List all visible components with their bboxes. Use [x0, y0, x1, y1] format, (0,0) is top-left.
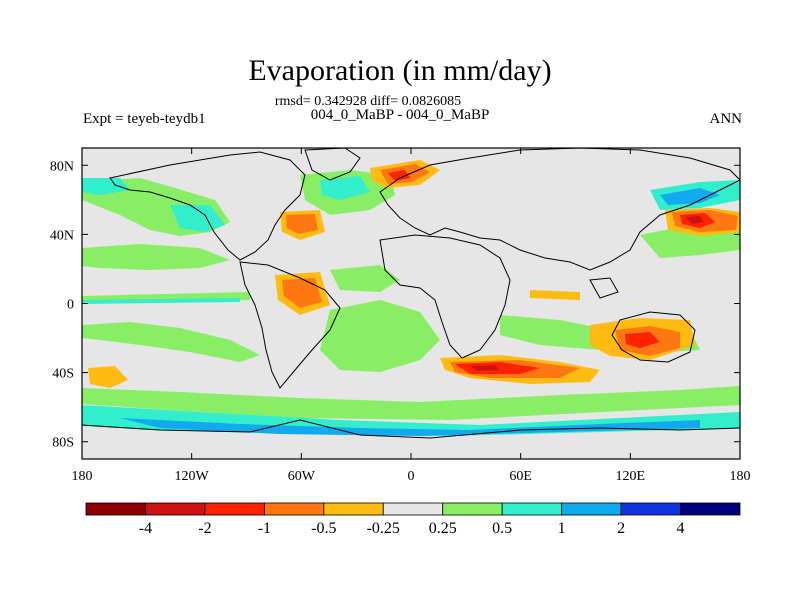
- north-america-outline: [109, 151, 306, 261]
- northeast-atlantic-cyan: [320, 176, 370, 200]
- colorbar-label: -2: [198, 520, 211, 537]
- x-tick-label: 60E: [509, 469, 532, 484]
- equatorial-yellow: [530, 290, 580, 300]
- colorbar-label: -0.25: [367, 520, 400, 537]
- y-tick-label: 40S: [52, 367, 74, 382]
- colorbar-label: 0.25: [429, 520, 457, 537]
- tropical-pacific-cyan: [82, 298, 240, 304]
- colorbar-swatch: [323, 502, 384, 516]
- dark-red-anomalies: [470, 216, 704, 371]
- indian-ocean-red: [625, 332, 660, 348]
- x-tick-label: 120W: [175, 469, 210, 484]
- nordic-red: [388, 170, 410, 181]
- arctic-pacific-cyan: [82, 178, 130, 195]
- colorbar-swatch: [263, 502, 325, 516]
- colorbar-label: 4: [677, 520, 685, 537]
- x-tick-label: 60W: [288, 469, 316, 484]
- north-pacific-blue: [660, 188, 720, 205]
- x-tick-label: 180: [72, 469, 93, 484]
- maritime-continent-outline: [589, 277, 619, 299]
- x-tick-label: 180: [730, 469, 751, 484]
- colorbar-label: -4: [139, 520, 152, 537]
- gulf-stream-orange: [286, 214, 318, 234]
- south-pacific-green: [82, 322, 260, 362]
- colorbar-swatch: [145, 502, 206, 516]
- colorbar-swatch: [85, 502, 146, 516]
- colorbar-swatch: [680, 502, 741, 516]
- kuroshio-dark-red: [686, 216, 704, 224]
- southern-ocean-blue: [120, 418, 700, 436]
- chart-title: Evaporation (in mm/day): [248, 54, 552, 87]
- southern-band-green: [82, 386, 740, 420]
- chart-subtitle: rmsd= 0.342928 diff= 0.0826085: [274, 94, 462, 109]
- experiment-label: Expt = teyeb-teydb1: [83, 111, 206, 127]
- x-tick-label: 120E: [616, 469, 646, 484]
- colorbar-label: 0.5: [492, 520, 512, 537]
- colorbar-swatch: [501, 502, 563, 516]
- colorbar: -4 -2 -1 -0.5 -0.25 0.25 0.5 1 2 4: [85, 502, 741, 537]
- colorbar-swatch: [620, 502, 681, 516]
- axis-ticks: 180 120W 60W 0 60E 120E 180 80N 40N 0 40S 80S: [50, 148, 751, 484]
- colorbar-label: 1: [558, 520, 566, 537]
- south-america-outline: [239, 261, 341, 389]
- colorbar-label: -1: [258, 520, 271, 537]
- tropical-atlantic-green: [330, 265, 400, 292]
- y-tick-label: 40N: [50, 228, 74, 243]
- south-pacific-yellow: [88, 366, 128, 388]
- colorbar-label: -0.5: [311, 520, 336, 537]
- colorbar-label: 2: [617, 520, 625, 537]
- blue-anomalies: [120, 188, 720, 436]
- antarctica-outline: [82, 419, 740, 439]
- colorbar-swatch: [561, 502, 622, 516]
- y-tick-label: 80N: [50, 159, 74, 174]
- continent-outlines: [82, 148, 740, 439]
- south-atlantic-green: [320, 300, 440, 372]
- north-pacific-cyan: [170, 205, 225, 232]
- australia-outline: [611, 311, 696, 363]
- colorbar-swatch: [382, 502, 444, 516]
- east-pacific-green: [82, 244, 230, 270]
- x-tick-label: 0: [408, 469, 415, 484]
- y-tick-label: 80S: [52, 436, 74, 451]
- tropical-atlantic-orange: [282, 278, 322, 308]
- colorbar-swatch: [442, 502, 503, 516]
- anomaly-field: [82, 160, 740, 436]
- season-label: ANN: [709, 111, 743, 127]
- colorbar-swatch: [204, 502, 265, 516]
- y-tick-label: 0: [67, 298, 74, 313]
- africa-outline: [379, 234, 511, 359]
- eurasia-outline: [379, 148, 740, 271]
- southern-ocean-dark-red: [470, 365, 500, 371]
- center-label: 004_0_MaBP - 004_0_MaBP: [310, 107, 490, 123]
- greenland-outline: [304, 148, 361, 181]
